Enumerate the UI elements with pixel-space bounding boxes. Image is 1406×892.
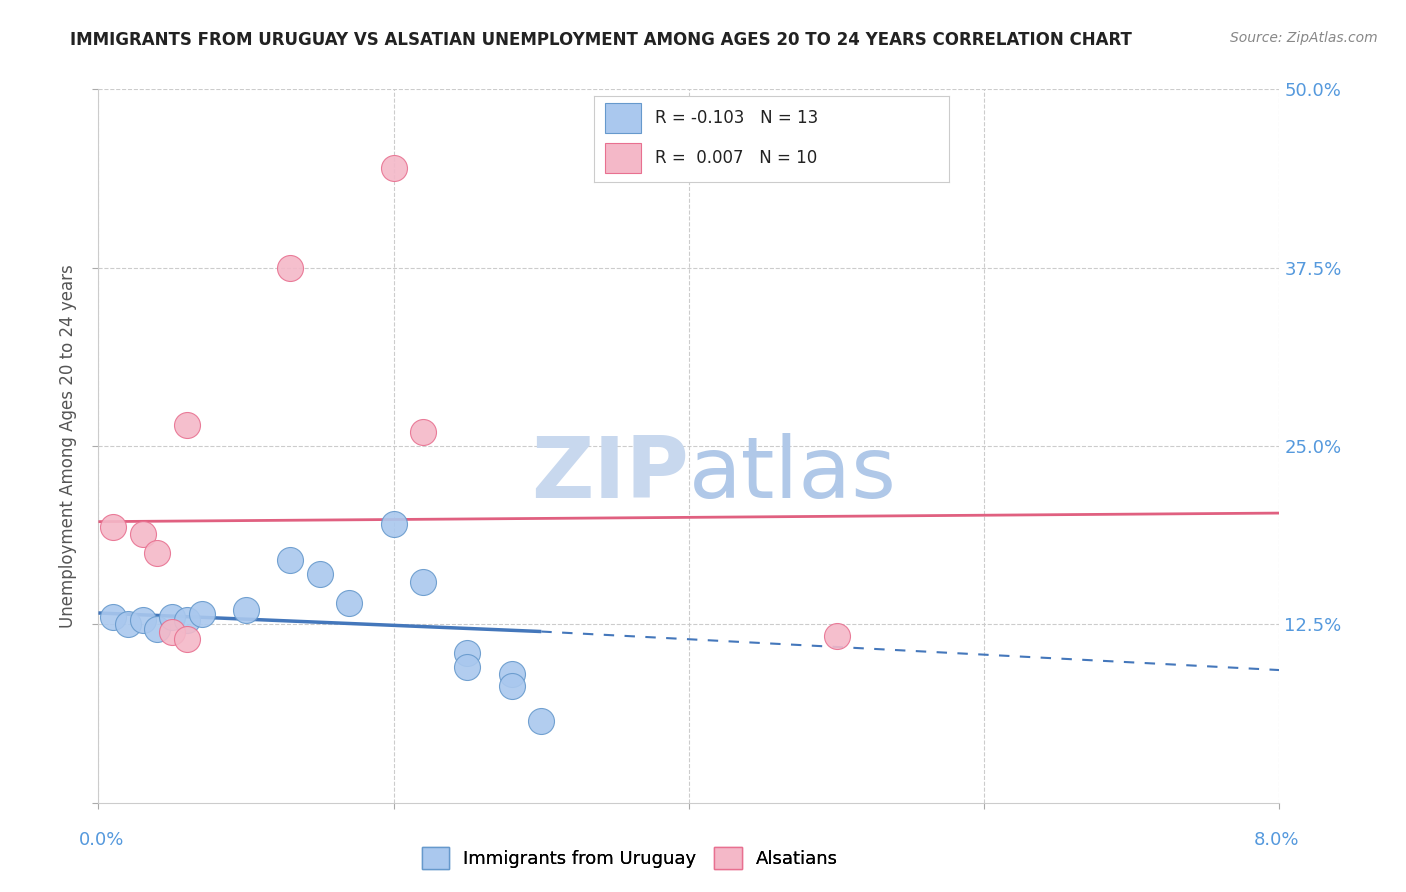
Point	[278, 553, 302, 567]
Point	[412, 574, 434, 589]
Text: ZIP: ZIP	[531, 433, 689, 516]
Text: IMMIGRANTS FROM URUGUAY VS ALSATIAN UNEMPLOYMENT AMONG AGES 20 TO 24 YEARS CORRE: IMMIGRANTS FROM URUGUAY VS ALSATIAN UNEM…	[70, 31, 1132, 49]
Point	[530, 714, 553, 729]
Point	[501, 679, 523, 693]
Point	[382, 517, 405, 532]
Point	[308, 567, 332, 582]
Point	[382, 161, 405, 175]
Point	[456, 646, 478, 660]
Point	[103, 610, 125, 624]
Point	[337, 596, 360, 610]
Point	[146, 546, 169, 560]
Legend: Immigrants from Uruguay, Alsatians: Immigrants from Uruguay, Alsatians	[415, 839, 845, 876]
Text: 8.0%: 8.0%	[1254, 831, 1299, 849]
Point	[162, 610, 183, 624]
Point	[117, 617, 139, 632]
Point	[162, 624, 183, 639]
Point	[191, 607, 214, 622]
Point	[146, 622, 169, 636]
Point	[825, 629, 848, 643]
Point	[132, 613, 155, 627]
Point	[412, 425, 434, 439]
Point	[176, 632, 198, 646]
Point	[278, 260, 302, 275]
Point	[235, 603, 257, 617]
Point	[456, 660, 478, 674]
Point	[176, 613, 198, 627]
Point	[132, 527, 155, 541]
Point	[103, 520, 125, 534]
Y-axis label: Unemployment Among Ages 20 to 24 years: Unemployment Among Ages 20 to 24 years	[59, 264, 77, 628]
Point	[501, 667, 523, 681]
Point	[176, 417, 198, 432]
Text: Source: ZipAtlas.com: Source: ZipAtlas.com	[1230, 31, 1378, 45]
Text: 0.0%: 0.0%	[79, 831, 124, 849]
Text: atlas: atlas	[689, 433, 897, 516]
